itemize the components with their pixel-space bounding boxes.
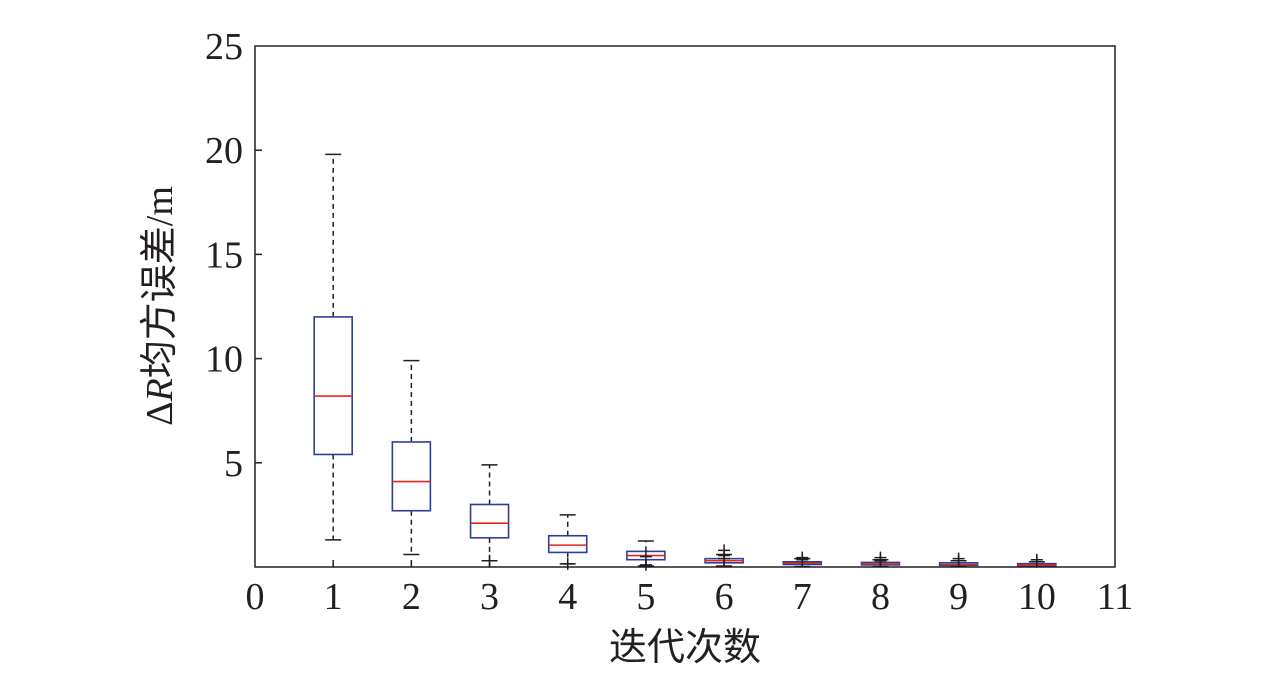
plot-content [313, 153, 1057, 571]
box-2 [391, 359, 432, 556]
y-axis-ticks: 5 10 15 20 25 [205, 26, 262, 485]
y-tick-label: 25 [205, 26, 243, 68]
box-iqr [547, 534, 588, 554]
x-tick-label: 0 [246, 576, 265, 618]
y-axis-label-rest: 均方误差/m [139, 186, 181, 378]
plot-frame [254, 45, 1116, 568]
box-iqr [313, 316, 353, 456]
box-4 [547, 514, 588, 570]
box-1 [313, 153, 353, 541]
x-tick-label: 9 [949, 576, 968, 618]
x-tick-label: 2 [402, 576, 421, 618]
x-axis-label: 迭代次数 [609, 627, 761, 669]
outlier-marker [718, 544, 731, 557]
x-tick-label: 11 [1097, 576, 1134, 618]
x-tick-label: 7 [793, 576, 812, 618]
x-tick-label: 4 [558, 576, 577, 618]
x-tick-label: 3 [480, 576, 499, 618]
x-tick-label: 8 [871, 576, 890, 618]
x-tick-label: 5 [636, 576, 655, 618]
y-axis-label-variable: R [139, 378, 181, 402]
x-tick-label: 6 [715, 576, 734, 618]
y-tick-label: 5 [224, 443, 243, 485]
y-tick-label: 15 [205, 234, 243, 276]
y-axis-label: ΔR均方误差/m [139, 186, 181, 426]
y-axis-label-delta: Δ [139, 401, 181, 425]
x-tick-label: 1 [324, 576, 343, 618]
box-3 [469, 464, 510, 567]
x-axis-ticks: 0 1 2 3 4 5 6 7 8 9 10 11 [246, 560, 1134, 618]
box-5 [626, 540, 666, 571]
box-iqr [391, 441, 432, 512]
y-tick-label: 20 [205, 130, 243, 172]
y-tick-label: 10 [205, 339, 243, 381]
box-iqr [469, 503, 510, 539]
x-tick-label: 10 [1018, 576, 1056, 618]
